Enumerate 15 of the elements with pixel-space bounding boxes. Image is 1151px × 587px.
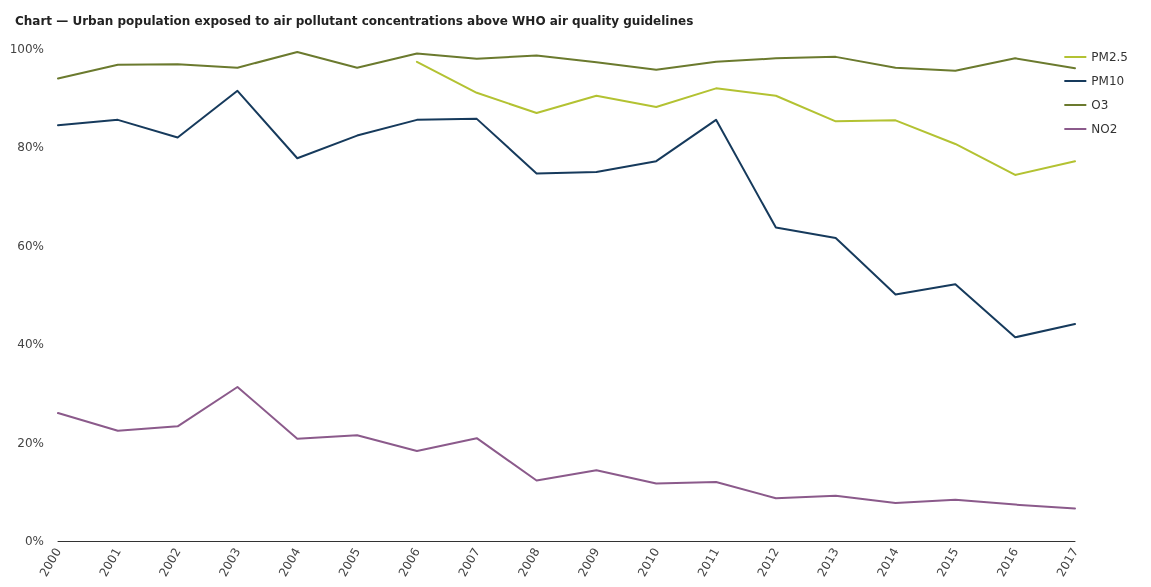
y-tick-label: 80% bbox=[17, 140, 44, 155]
line-series bbox=[57, 89, 1076, 339]
line-series bbox=[57, 386, 1076, 510]
legend-label: O3 bbox=[1091, 98, 1109, 112]
legend-label: PM2.5 bbox=[1091, 50, 1129, 64]
legend-label: PM10 bbox=[1091, 74, 1125, 88]
y-tick-label: 60% bbox=[17, 238, 44, 253]
chart-title: Chart — Urban population exposed to air pollutant concentrations above WHO air quality guidelines bbox=[15, 14, 694, 28]
y-tick-label: 0% bbox=[24, 534, 44, 548]
line-series bbox=[415, 60, 1076, 176]
y-tick-label: 40% bbox=[17, 337, 44, 352]
y-tick-label: 100% bbox=[9, 42, 44, 56]
line-series bbox=[57, 50, 1076, 80]
legend-label: NO2 bbox=[1091, 122, 1118, 136]
y-tick-label: 20% bbox=[17, 435, 44, 450]
